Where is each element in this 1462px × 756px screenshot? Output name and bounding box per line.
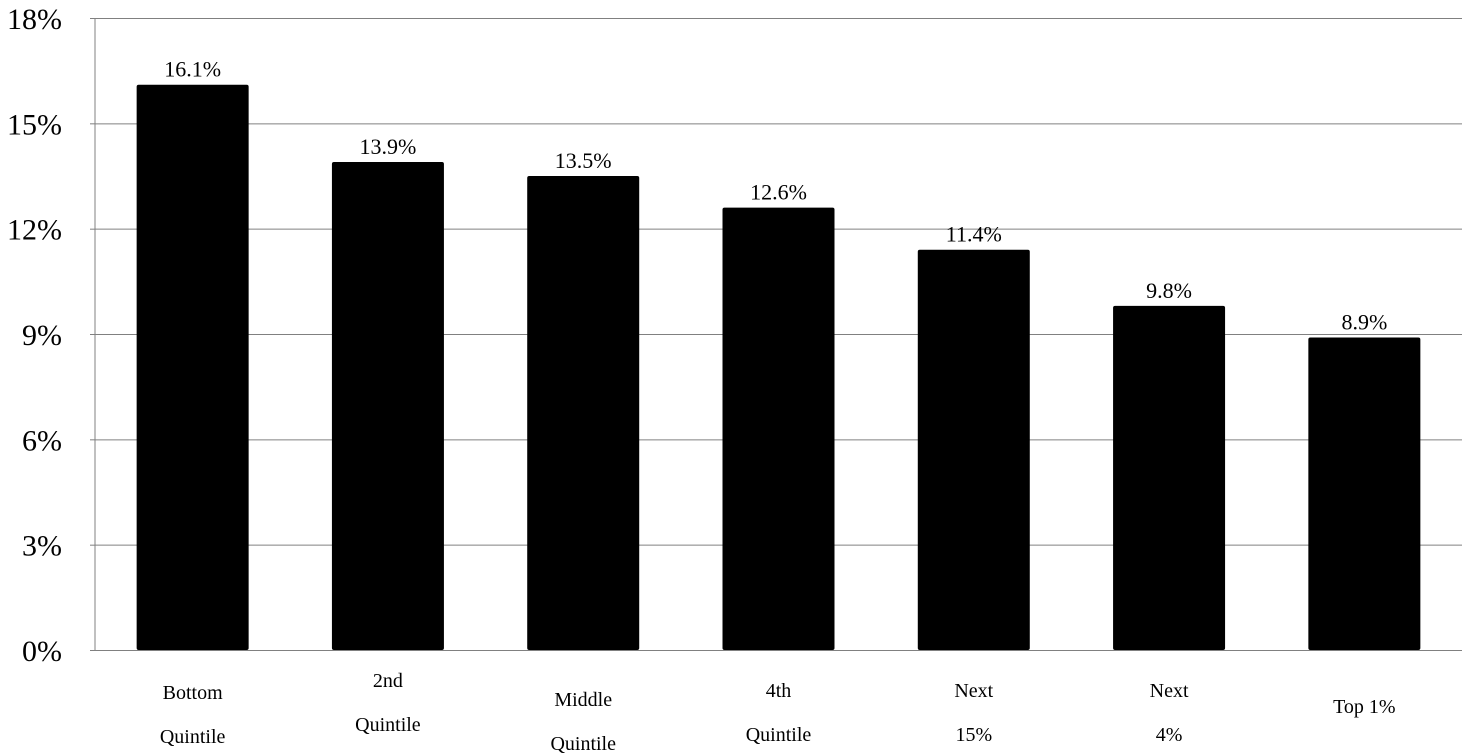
y-tick-label: 9% [22,319,62,352]
bar [917,249,1030,650]
y-tick-label: 6% [22,424,62,457]
y-tick-label: 3% [22,530,62,563]
data-label: 9.8% [1146,278,1192,303]
y-tick-label: 0% [22,635,62,668]
bar [331,161,444,650]
y-axis: 0% 3% 6% 9% 12% 15% 18% [7,3,96,668]
y-tick-label: 15% [7,108,62,141]
data-label: 13.5% [555,148,612,173]
bar [136,84,249,650]
bar [722,207,835,650]
y-tick-label: 18% [7,3,62,36]
data-label: 8.9% [1341,310,1387,335]
category-label: 2nd Quintile [355,670,421,736]
category-label: Top 1% [1333,696,1395,718]
category-label: Middle Quintile [550,689,616,755]
bar [527,176,640,650]
bar [1308,337,1421,650]
bars [136,84,1421,650]
data-label: 11.4% [946,222,1002,247]
data-label: 12.6% [750,180,807,205]
category-label: Next 15% [954,680,993,746]
data-labels: 16.1% 13.9% 13.5% 12.6% 11.4% 9.8% 8.9% [164,57,1387,335]
y-tick-label: 12% [7,214,62,247]
bar [1113,305,1226,650]
category-label: 4th Quintile [746,680,812,746]
data-label: 16.1% [164,57,221,82]
category-label: Bottom Quintile [160,682,226,748]
data-label: 13.9% [360,134,417,159]
category-label: Next 4% [1150,680,1189,746]
category-labels: Bottom Quintile 2nd Quintile Middle Quintile 4… [160,670,1396,755]
